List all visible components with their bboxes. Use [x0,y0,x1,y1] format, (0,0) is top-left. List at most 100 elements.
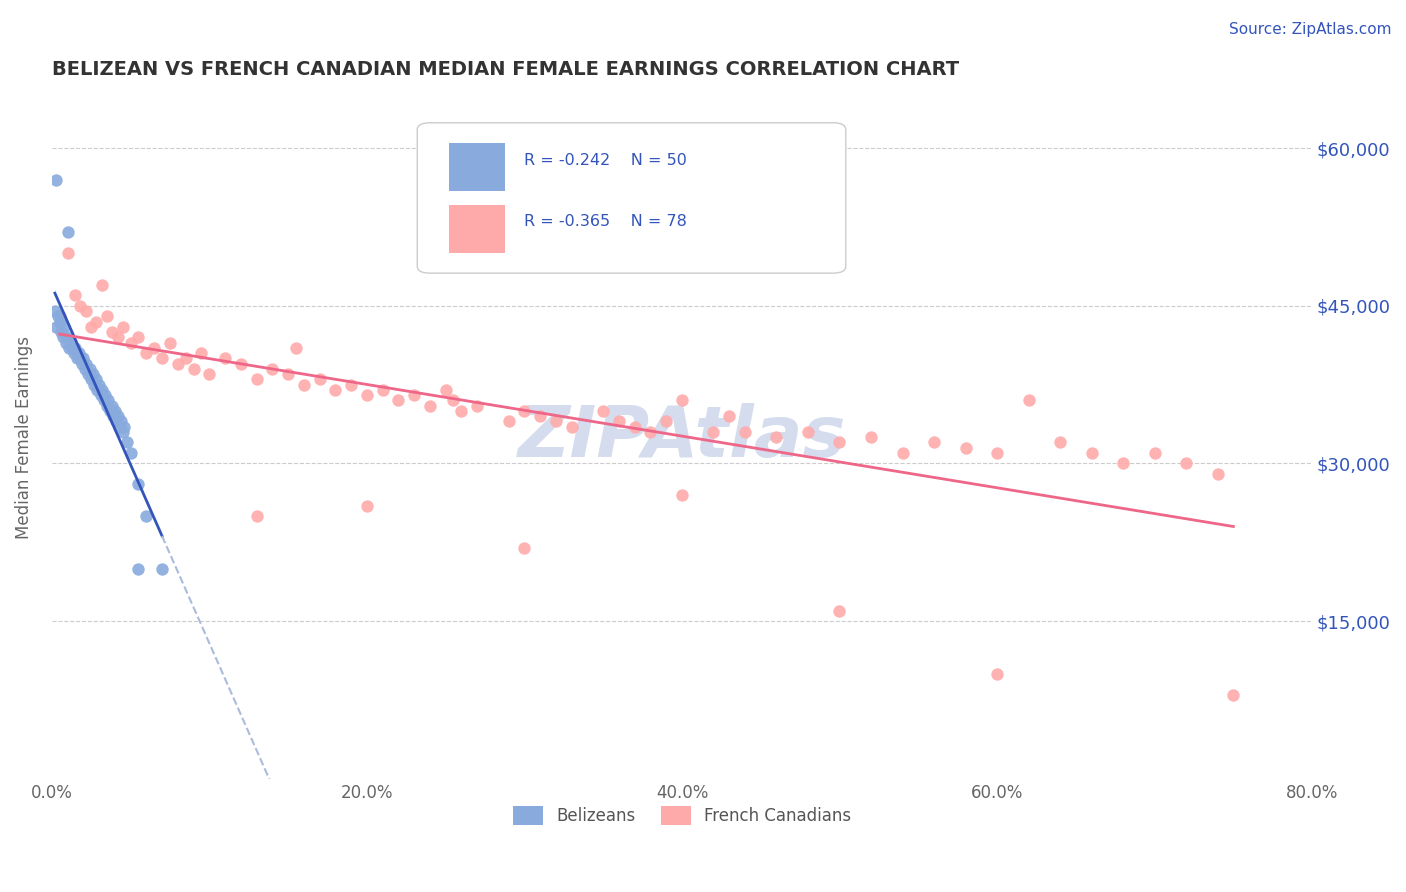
Point [166,357,188,371]
Point [891,446,914,460]
Point [56,330,79,344]
Point [79,361,101,376]
Point [387,393,409,408]
Point [623,419,645,434]
Point [183,361,205,376]
Point [174,351,197,366]
Point [94,388,117,402]
Point [159,335,181,350]
Point [48,314,70,328]
Point [671,393,693,408]
Point [70,357,93,371]
Text: ZIPAtlas: ZIPAtlas [517,402,846,472]
Point [450,404,472,418]
Point [292,377,315,392]
Point [56,246,79,260]
Point [1112,457,1135,471]
Point [308,372,330,386]
Point [107,409,129,424]
Point [284,341,307,355]
Point [62,346,84,360]
Point [765,430,787,444]
Text: BELIZEAN VS FRENCH CANADIAN MEDIAN FEMALE EARNINGS CORRELATION CHART: BELIZEAN VS FRENCH CANADIAN MEDIAN FEMAL… [52,60,959,78]
Point [135,509,157,524]
Point [828,435,851,450]
Point [955,441,977,455]
Point [245,372,267,386]
Point [561,419,583,434]
Point [828,604,851,618]
Point [111,425,134,439]
Point [83,377,105,392]
Point [107,330,129,344]
Point [108,419,131,434]
Point [986,446,1008,460]
Point [1080,446,1102,460]
Point [127,330,149,344]
Point [53,319,76,334]
Point [100,325,122,339]
Point [640,425,662,439]
Point [671,488,693,502]
Point [325,383,347,397]
Y-axis label: Median Female Earnings: Median Female Earnings [15,335,32,539]
Point [48,310,70,324]
Point [229,357,252,371]
Point [44,304,66,318]
Point [443,393,465,408]
Point [72,351,94,366]
Point [55,335,77,350]
Point [190,346,212,360]
Point [1018,393,1040,408]
Point [80,372,103,386]
Point [465,399,488,413]
Point [96,310,118,324]
Point [91,277,114,292]
Point [111,319,134,334]
Point [655,414,678,428]
Point [52,330,75,344]
Point [498,414,520,428]
Point [734,425,756,439]
Text: Source: ZipAtlas.com: Source: ZipAtlas.com [1229,22,1392,37]
Point [607,414,630,428]
Point [1143,446,1166,460]
Point [46,310,69,324]
Point [544,414,567,428]
Point [87,377,110,392]
Point [127,561,149,575]
Point [404,388,426,402]
Point [1222,688,1244,702]
Point [105,414,128,428]
Point [245,509,267,524]
Point [59,335,82,350]
Point [117,435,139,450]
Point [66,351,89,366]
Point [51,325,73,339]
Point [702,425,724,439]
Point [104,404,127,418]
Point [75,304,97,318]
Point [262,361,284,376]
Point [127,477,149,491]
Point [356,499,378,513]
Point [77,367,100,381]
Point [718,409,741,424]
Point [150,351,173,366]
Point [513,404,536,418]
Point [60,341,83,355]
FancyBboxPatch shape [449,205,506,252]
Point [371,383,394,397]
Point [67,346,90,360]
Point [1206,467,1229,481]
Point [65,341,87,355]
Point [922,435,945,450]
Point [356,388,378,402]
Point [73,361,96,376]
Point [69,299,91,313]
Point [45,319,67,334]
Point [513,541,536,555]
Point [1175,457,1198,471]
Point [110,414,132,428]
FancyBboxPatch shape [418,123,846,273]
